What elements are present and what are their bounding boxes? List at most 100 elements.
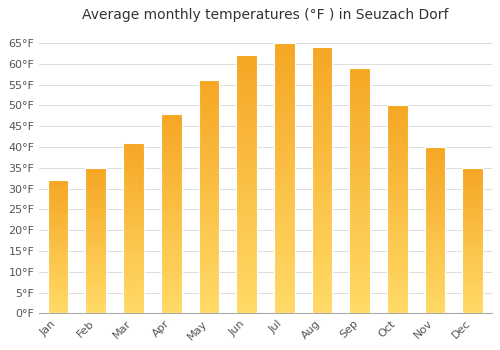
- Bar: [236, 179, 257, 184]
- Bar: [198, 127, 219, 132]
- Bar: [86, 171, 106, 174]
- Bar: [274, 64, 294, 70]
- Bar: [198, 169, 219, 174]
- Bar: [274, 59, 294, 64]
- Bar: [198, 174, 219, 178]
- Bar: [198, 118, 219, 122]
- Bar: [387, 172, 408, 176]
- Bar: [274, 281, 294, 286]
- Bar: [86, 176, 106, 180]
- Bar: [387, 238, 408, 243]
- Bar: [198, 285, 219, 290]
- Bar: [198, 188, 219, 192]
- Bar: [236, 153, 257, 159]
- Bar: [236, 112, 257, 117]
- Bar: [312, 196, 332, 202]
- Bar: [86, 273, 106, 275]
- Bar: [86, 220, 106, 223]
- Bar: [312, 202, 332, 207]
- Bar: [48, 298, 68, 300]
- Bar: [462, 255, 483, 258]
- Bar: [123, 197, 144, 201]
- Bar: [161, 289, 182, 293]
- Bar: [48, 303, 68, 306]
- Bar: [462, 200, 483, 203]
- Bar: [236, 174, 257, 179]
- Bar: [48, 263, 68, 265]
- Bar: [86, 214, 106, 217]
- Bar: [123, 248, 144, 252]
- Bar: [274, 178, 294, 183]
- Bar: [312, 47, 332, 52]
- Bar: [424, 187, 446, 190]
- Bar: [424, 253, 446, 257]
- Bar: [48, 292, 68, 295]
- Bar: [350, 97, 370, 102]
- Bar: [387, 201, 408, 205]
- Bar: [198, 104, 219, 108]
- Bar: [462, 299, 483, 302]
- Bar: [236, 71, 257, 76]
- Bar: [161, 301, 182, 306]
- Bar: [123, 221, 144, 225]
- Bar: [236, 251, 257, 257]
- Bar: [424, 267, 446, 270]
- Bar: [274, 167, 294, 173]
- Bar: [462, 168, 483, 171]
- Bar: [236, 272, 257, 277]
- Bar: [350, 107, 370, 112]
- Bar: [312, 127, 332, 132]
- Bar: [424, 250, 446, 253]
- Bar: [86, 226, 106, 229]
- Bar: [387, 264, 408, 268]
- Bar: [86, 287, 106, 290]
- Bar: [424, 237, 446, 240]
- Bar: [387, 272, 408, 276]
- Bar: [387, 168, 408, 172]
- Bar: [462, 176, 483, 180]
- Bar: [236, 61, 257, 66]
- Bar: [387, 268, 408, 272]
- Bar: [387, 126, 408, 130]
- Bar: [350, 181, 370, 186]
- Bar: [86, 275, 106, 279]
- Bar: [236, 148, 257, 153]
- Bar: [86, 203, 106, 205]
- Bar: [350, 289, 370, 294]
- Bar: [198, 85, 219, 90]
- Bar: [48, 180, 68, 183]
- Bar: [198, 192, 219, 197]
- Bar: [161, 149, 182, 154]
- Bar: [312, 79, 332, 84]
- Bar: [123, 252, 144, 256]
- Bar: [387, 214, 408, 218]
- Bar: [86, 258, 106, 261]
- Bar: [462, 205, 483, 209]
- Bar: [198, 295, 219, 299]
- Bar: [274, 103, 294, 108]
- Bar: [161, 134, 182, 138]
- Bar: [236, 117, 257, 122]
- Bar: [236, 169, 257, 174]
- Bar: [462, 287, 483, 290]
- Bar: [462, 284, 483, 287]
- Bar: [312, 244, 332, 250]
- Bar: [86, 197, 106, 200]
- Bar: [312, 271, 332, 276]
- Bar: [462, 226, 483, 229]
- Bar: [424, 260, 446, 264]
- Bar: [48, 252, 68, 255]
- Bar: [312, 239, 332, 244]
- Bar: [48, 279, 68, 281]
- Bar: [350, 166, 370, 171]
- Bar: [424, 163, 446, 167]
- Bar: [48, 306, 68, 308]
- Bar: [48, 231, 68, 233]
- Bar: [312, 63, 332, 68]
- Bar: [462, 290, 483, 293]
- Bar: [48, 265, 68, 268]
- Bar: [462, 235, 483, 238]
- Bar: [48, 295, 68, 298]
- Bar: [48, 223, 68, 225]
- Bar: [161, 166, 182, 170]
